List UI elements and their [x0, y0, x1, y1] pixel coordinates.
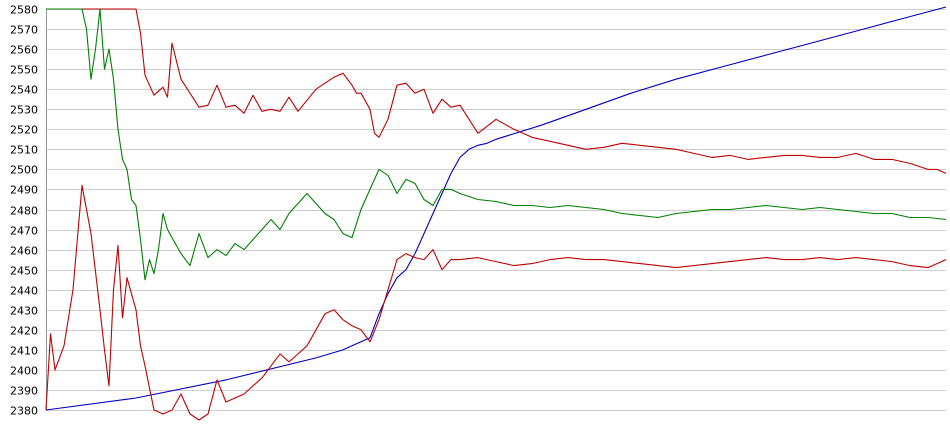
y-tick-label: 2410 [10, 345, 38, 358]
y-tick-label: 2500 [10, 164, 38, 177]
y-tick-label: 2420 [10, 325, 38, 338]
y-tick-label: 2390 [10, 385, 38, 398]
y-tick-label: 2550 [10, 64, 38, 77]
y-tick-label: 2440 [10, 285, 38, 298]
y-tick-label: 2560 [10, 44, 38, 57]
y-tick-label: 2450 [10, 265, 38, 278]
series-line-2 [46, 8, 947, 174]
y-tick-label: 2530 [10, 104, 38, 117]
y-tick-label: 2490 [10, 184, 38, 197]
y-tick-label: 2460 [10, 245, 38, 258]
y-tick-label: 2580 [10, 4, 38, 17]
y-tick-label: 2540 [10, 84, 38, 97]
y-tick-label: 2480 [10, 205, 38, 218]
y-tick-label: 2570 [10, 24, 38, 37]
series-line-1 [45, 6, 947, 411]
series-line-3 [46, 8, 947, 281]
y-tick-label: 2380 [10, 405, 38, 418]
series-line-4 [45, 184, 947, 421]
series-lines [45, 6, 947, 421]
y-tick-label: 2400 [10, 365, 38, 378]
y-tick-label: 2510 [10, 144, 38, 157]
gridlines [46, 9, 946, 411]
y-tick-label: 2470 [10, 225, 38, 238]
y-axis-ticks: 2380 2390 2400 2410 2420 2430 2440 2450 2460 2470… [10, 4, 38, 418]
y-tick-label: 2520 [10, 124, 38, 137]
y-tick-label: 2430 [10, 305, 38, 318]
